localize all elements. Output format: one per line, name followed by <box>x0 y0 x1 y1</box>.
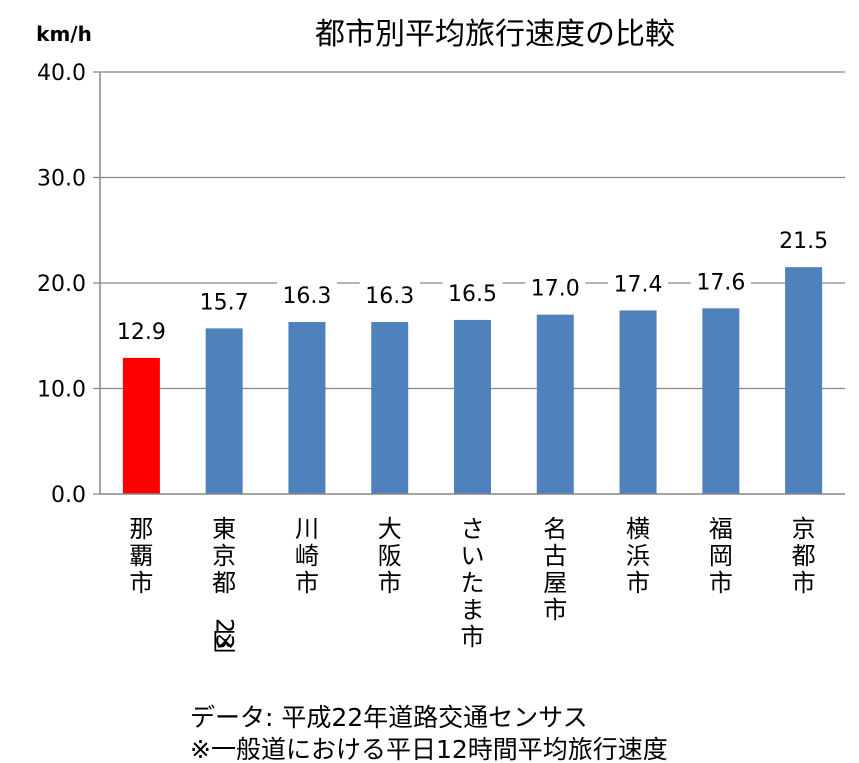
data-label-bg <box>608 268 669 297</box>
bar <box>785 267 823 494</box>
category-label: さいたま市 <box>461 515 485 651</box>
y-axis-unit: km/h <box>36 22 92 46</box>
bar <box>619 310 657 494</box>
category-labels: 那覇市 東京都 2 3区 川崎市 大阪市 さいたま市 名古屋市 横浜市 福岡市 京都市 <box>129 515 815 656</box>
y-tick-label: 30.0 <box>37 167 86 192</box>
bar <box>702 308 740 494</box>
data-label: 15.7 <box>200 290 249 315</box>
data-label-bg <box>690 266 751 295</box>
category-label: 福岡市 <box>709 515 733 597</box>
y-tick-label: 10.0 <box>37 378 86 403</box>
y-axis-ticks: 0.0 10.0 20.0 30.0 40.0 <box>37 61 86 508</box>
category-label: 京都市 <box>792 515 816 597</box>
source-note: データ: 平成22年道路交通センサス <box>190 703 588 732</box>
y-tick-label: 0.0 <box>51 483 86 508</box>
data-label: 17.0 <box>531 277 580 302</box>
category-label: 川崎市 <box>295 515 319 597</box>
remark-note: ※一般道における平日12時間平均旅行速度 <box>190 735 668 763</box>
data-label: 17.4 <box>614 272 663 297</box>
y-tick-label: 40.0 <box>37 61 86 86</box>
bar <box>371 322 409 494</box>
bar <box>536 314 574 494</box>
bar <box>288 322 326 494</box>
data-label: 16.3 <box>365 284 414 309</box>
bars <box>122 267 823 494</box>
data-label-bg <box>773 225 834 254</box>
data-label: 21.5 <box>779 229 828 254</box>
data-label: 16.5 <box>448 282 497 307</box>
category-label: 名古屋市 <box>543 515 567 624</box>
bar <box>454 319 491 494</box>
chart-title: 都市別平均旅行速度の比較 <box>315 17 675 52</box>
data-label: 12.9 <box>117 320 166 345</box>
data-label-bg <box>359 280 420 309</box>
data-label-bg <box>276 280 337 309</box>
data-label-bg <box>111 315 172 344</box>
category-label: 大阪市 <box>378 515 402 597</box>
data-label: 17.6 <box>696 270 745 295</box>
category-label: 那覇市 <box>129 515 153 597</box>
bar <box>205 328 243 494</box>
category-label: 横浜市 <box>626 515 650 597</box>
y-tick-label: 20.0 <box>37 272 86 297</box>
data-label-bg <box>442 277 503 306</box>
data-labels: 12.9 15.7 16.3 16.3 16.5 17.0 17.4 17.6 21.5 <box>111 225 834 345</box>
category-label: 東京都 2 3区 <box>211 515 239 656</box>
data-label-bg <box>194 286 255 315</box>
bar <box>122 357 160 494</box>
data-label: 16.3 <box>282 284 331 309</box>
data-label-bg <box>525 272 586 301</box>
